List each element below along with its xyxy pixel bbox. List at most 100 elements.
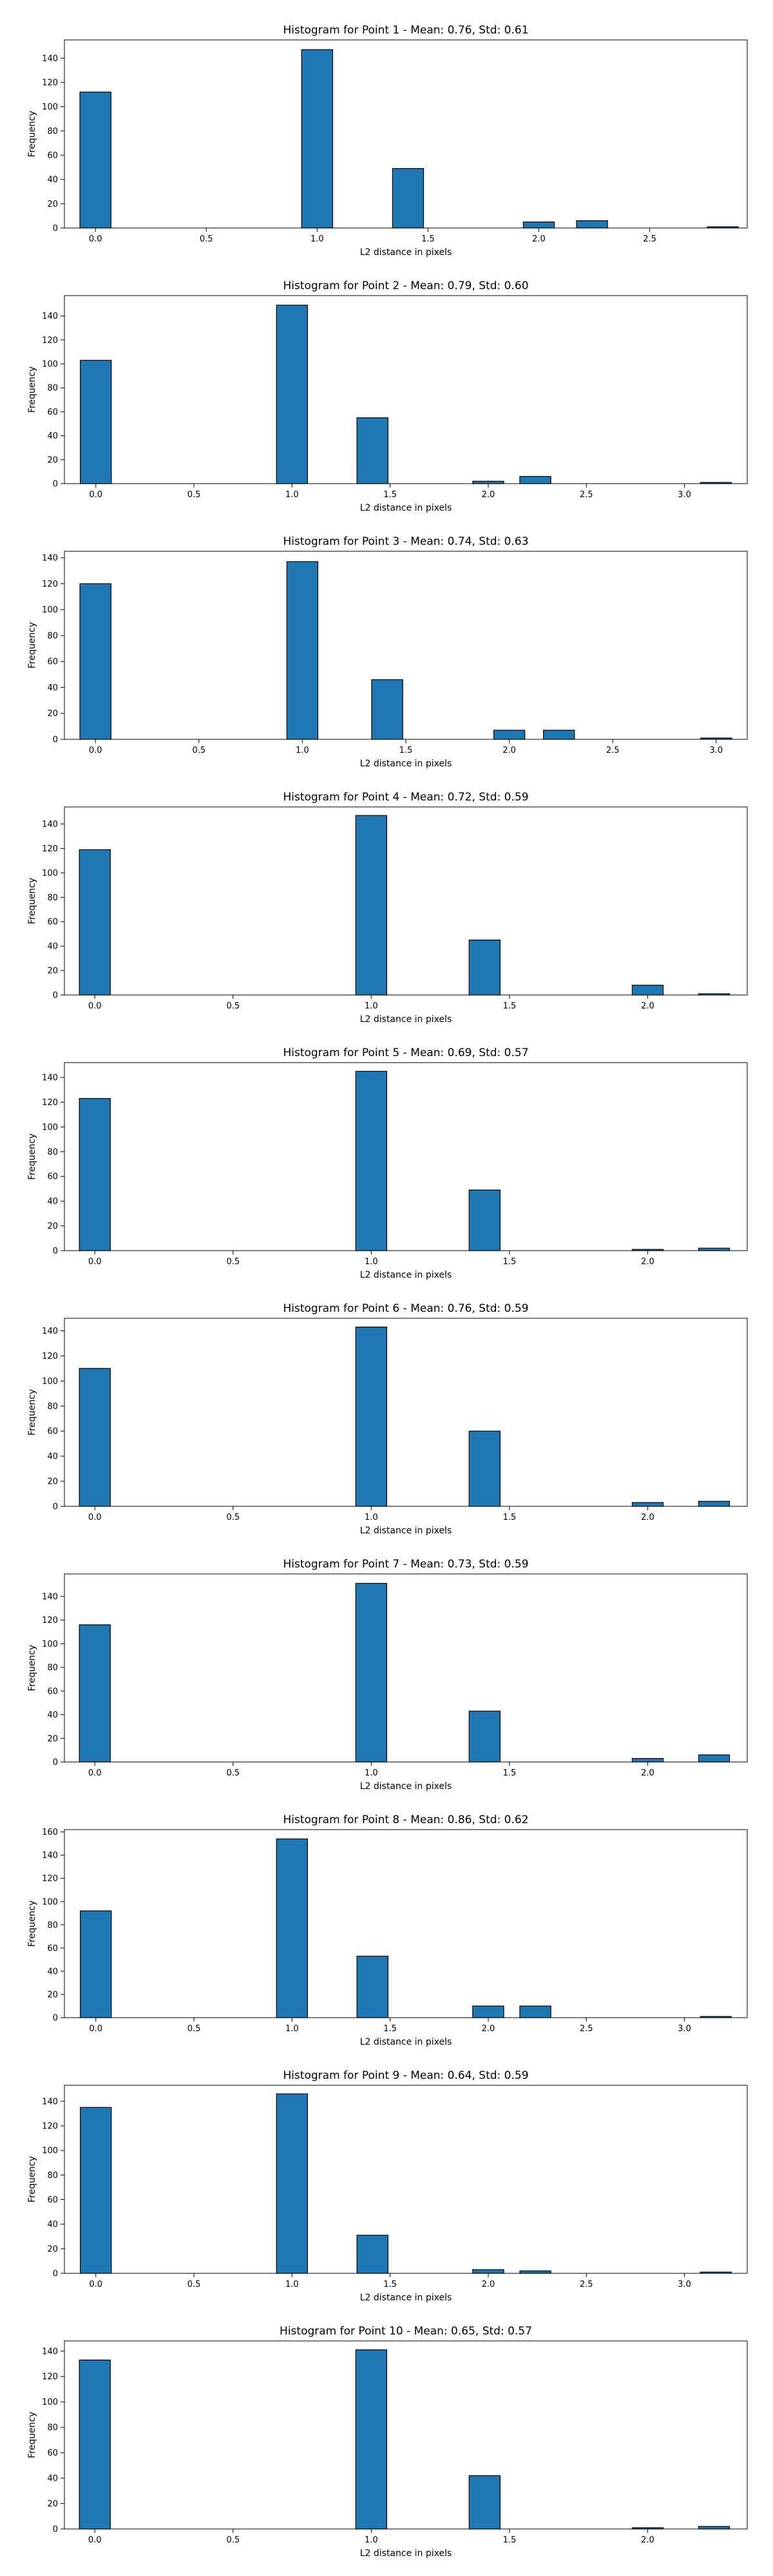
y-tick-label: 140 bbox=[42, 312, 58, 321]
x-tick-label: 2.0 bbox=[482, 2280, 495, 2289]
histogram-bar bbox=[522, 221, 555, 229]
histogram-bar bbox=[543, 730, 575, 740]
y-tick-label: 80 bbox=[47, 2171, 58, 2181]
y-tick-label: 40 bbox=[47, 1452, 58, 1462]
histogram-bar bbox=[698, 1754, 730, 1763]
histogram-bar bbox=[79, 1098, 111, 1251]
y-axis-label: Frequency bbox=[27, 1133, 37, 1180]
y-tick-label: 60 bbox=[47, 1687, 58, 1696]
chart-title: Histogram for Point 6 - Mean: 0.76, Std:… bbox=[283, 1302, 528, 1315]
y-tick-label: 20 bbox=[47, 2499, 58, 2509]
y-tick-label: 40 bbox=[47, 2474, 58, 2484]
x-tick-label: 0.0 bbox=[89, 2280, 102, 2289]
y-tick-label: 60 bbox=[47, 918, 58, 927]
x-tick-label: 0.0 bbox=[89, 234, 102, 244]
y-tick-label: 120 bbox=[42, 78, 58, 88]
histogram-bar bbox=[79, 1624, 111, 1763]
x-tick-label: 1.0 bbox=[285, 490, 299, 500]
y-axis-label: Frequency bbox=[27, 1645, 37, 1691]
x-tick-label: 0.0 bbox=[88, 1001, 102, 1011]
y-tick-label: 60 bbox=[47, 1427, 58, 1437]
chart-title: Histogram for Point 8 - Mean: 0.86, Std:… bbox=[283, 1814, 528, 1826]
histogram-panel-6: 0.0 0.5 1.0 1.5 2.0 0 20 40 60 80 100 120 140 Histogr… bbox=[27, 1302, 748, 1536]
x-tick-label: 1.0 bbox=[365, 2535, 378, 2545]
histogram-panel-4: 0.0 0.5 1.0 1.5 2.0 0 20 40 60 80 100 120 140 Histogr… bbox=[27, 791, 748, 1025]
plot-frame bbox=[64, 1318, 748, 1507]
x-tick-label: 0.5 bbox=[226, 1768, 240, 1778]
histogram-bar bbox=[301, 49, 334, 229]
y-tick-label: 60 bbox=[47, 1172, 58, 1182]
chart-title: Histogram for Point 5 - Mean: 0.69, Std:… bbox=[283, 1046, 528, 1059]
x-tick-label: 1.0 bbox=[365, 1257, 378, 1267]
x-tick-label: 2.0 bbox=[502, 746, 516, 755]
y-tick-label: 140 bbox=[42, 1851, 58, 1861]
histogram-bar bbox=[80, 2107, 112, 2274]
y-tick-label: 80 bbox=[47, 127, 58, 137]
histogram-bar bbox=[468, 1189, 501, 1251]
x-tick-label: 1.5 bbox=[399, 746, 413, 755]
y-tick-label: 40 bbox=[47, 1967, 58, 1976]
histogram-bar bbox=[698, 2526, 730, 2530]
x-tick-label: 0.0 bbox=[88, 1257, 102, 1267]
y-axis-label: Frequency bbox=[27, 1900, 37, 1947]
histogram-bar bbox=[519, 2270, 551, 2274]
y-tick-label: 20 bbox=[47, 455, 58, 465]
y-tick-label: 100 bbox=[42, 1640, 58, 1649]
y-tick-label: 100 bbox=[42, 1122, 58, 1132]
y-tick-label: 80 bbox=[47, 631, 58, 641]
x-axis-label: L2 distance in pixels bbox=[360, 1014, 452, 1025]
x-tick-label: 0.5 bbox=[226, 1001, 240, 1011]
plot-frame bbox=[64, 295, 748, 484]
y-axis-label: Frequency bbox=[27, 622, 37, 668]
y-tick-label: 40 bbox=[47, 175, 58, 185]
histogram-bar bbox=[355, 1070, 387, 1251]
x-tick-label: 2.5 bbox=[580, 2024, 593, 2034]
y-axis-label: Frequency bbox=[27, 1389, 37, 1435]
y-tick-label: 120 bbox=[42, 336, 58, 345]
y-tick-label: 100 bbox=[42, 2398, 58, 2407]
y-tick-label: 140 bbox=[42, 554, 58, 564]
histogram-bar bbox=[631, 1757, 664, 1763]
x-tick-label: 3.0 bbox=[709, 746, 723, 755]
x-tick-label: 0.5 bbox=[226, 2535, 240, 2545]
x-axis-label: L2 distance in pixels bbox=[360, 247, 452, 258]
x-tick-label: 0.0 bbox=[88, 2535, 102, 2545]
x-tick-label: 1.5 bbox=[503, 2535, 517, 2545]
y-axis-label: Frequency bbox=[27, 111, 37, 157]
histogram-bar bbox=[286, 561, 319, 740]
y-tick-label: 120 bbox=[42, 1352, 58, 1361]
x-tick-label: 2.5 bbox=[580, 2280, 593, 2289]
y-axis-label: Frequency bbox=[27, 878, 37, 924]
histogram-bar bbox=[79, 2359, 111, 2530]
y-tick-label: 60 bbox=[47, 151, 58, 160]
y-tick-label: 140 bbox=[42, 54, 58, 64]
y-tick-label: 100 bbox=[42, 1897, 58, 1907]
plot-frame bbox=[64, 2085, 748, 2274]
y-tick-label: 120 bbox=[42, 2372, 58, 2382]
x-tick-label: 2.0 bbox=[482, 490, 495, 500]
plot-frame bbox=[64, 1573, 748, 1763]
histogram-panel-2: 0.0 0.5 1.0 1.5 2.0 2.5 3.0 0 20 40 60 80 100 120 140 H… bbox=[27, 279, 748, 513]
y-tick-label: 40 bbox=[47, 1710, 58, 1720]
histogram-bar bbox=[80, 359, 112, 484]
plot-frame bbox=[64, 2340, 748, 2530]
y-tick-label: 0 bbox=[53, 480, 58, 489]
y-axis-label: Frequency bbox=[27, 2156, 37, 2202]
x-tick-label: 0.0 bbox=[89, 2024, 102, 2034]
x-tick-label: 2.0 bbox=[532, 234, 546, 244]
histogram-bar bbox=[468, 1430, 501, 1507]
x-tick-label: 1.5 bbox=[503, 1257, 517, 1267]
y-tick-label: 120 bbox=[42, 580, 58, 589]
y-tick-label: 40 bbox=[47, 683, 58, 693]
x-tick-label: 2.5 bbox=[580, 490, 593, 500]
x-tick-label: 2.0 bbox=[641, 1768, 654, 1778]
y-tick-label: 20 bbox=[47, 200, 58, 209]
y-tick-label: 60 bbox=[47, 408, 58, 417]
x-axis-label: L2 distance in pixels bbox=[360, 759, 452, 769]
y-tick-label: 100 bbox=[42, 605, 58, 615]
chart-title: Histogram for Point 9 - Mean: 0.64, Std:… bbox=[283, 2069, 528, 2082]
y-axis-label: Frequency bbox=[27, 366, 37, 413]
histogram-bar bbox=[371, 679, 403, 740]
x-axis-label: L2 distance in pixels bbox=[360, 2037, 452, 2047]
y-tick-label: 0 bbox=[53, 735, 58, 745]
